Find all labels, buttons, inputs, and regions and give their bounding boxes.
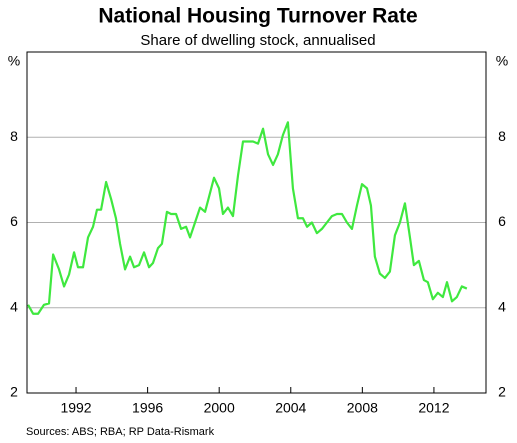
y2-tick-label: 4 xyxy=(498,298,506,314)
x-tick-label: 2004 xyxy=(275,400,306,416)
data-line xyxy=(27,121,468,315)
x-tick-label: 2008 xyxy=(347,400,378,416)
y-unit: % xyxy=(8,53,20,69)
y-tick-label: 4 xyxy=(10,298,18,314)
x-tick-label: 1992 xyxy=(60,400,91,416)
plot-frame xyxy=(26,51,487,394)
chart-title: National Housing Turnover Rate xyxy=(98,5,417,28)
x-tick-label: 2000 xyxy=(204,400,235,416)
y-tick-label: 2 xyxy=(10,384,18,400)
x-tick-label: 2012 xyxy=(418,400,449,416)
y2-tick-label: 8 xyxy=(498,128,506,144)
y2-unit: % xyxy=(496,53,508,69)
y2-tick-label: 6 xyxy=(498,213,506,229)
source: Sources: ABS; RBA; RP Data-Rismark xyxy=(26,426,215,438)
x-tick-label: 1996 xyxy=(132,400,163,416)
y-tick-label: 6 xyxy=(10,213,18,229)
y-tick-label: 8 xyxy=(10,128,18,144)
chart-subtitle: Share of dwelling stock, annualised xyxy=(140,32,375,49)
y2-tick-label: 2 xyxy=(498,384,506,400)
